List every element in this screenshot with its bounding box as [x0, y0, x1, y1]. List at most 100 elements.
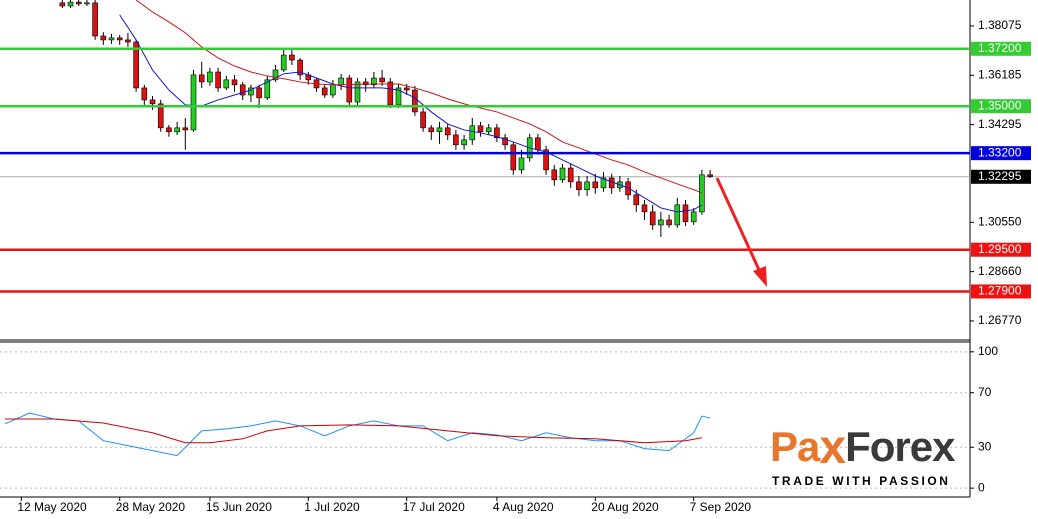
candle-body — [239, 84, 246, 96]
x-tick-label: 4 Aug 2020 — [493, 500, 554, 514]
candle-body — [403, 87, 410, 91]
logo: PaxForex TRADE WITH PASSION — [770, 421, 957, 489]
candle-body — [264, 79, 271, 99]
level-box — [971, 242, 1031, 257]
candle-body — [289, 54, 295, 61]
candle-body — [633, 194, 640, 206]
candle-body — [190, 74, 197, 131]
candle-body — [256, 87, 262, 99]
candle-body — [338, 77, 344, 86]
line — [135, 0, 703, 194]
candle-body — [658, 219, 664, 226]
y-tick-label: 1.38075 — [978, 18, 1022, 32]
line — [119, 14, 703, 213]
candle-body — [485, 127, 492, 133]
arrow — [715, 177, 767, 287]
candle-body — [100, 35, 107, 41]
candle-body — [215, 71, 221, 89]
candle-body — [420, 111, 426, 129]
candle-body — [141, 87, 148, 101]
candle-body — [690, 211, 697, 223]
candle-body — [444, 127, 451, 136]
candle-body — [272, 69, 279, 81]
candle-body — [248, 87, 254, 96]
candle-body — [133, 41, 139, 89]
candle-body — [198, 74, 205, 83]
candle-body — [510, 144, 517, 171]
level-box — [971, 99, 1031, 114]
candle-body — [166, 127, 172, 133]
y-tick-label: 100 — [978, 344, 998, 358]
logo-part: Forex — [845, 423, 956, 470]
candle-body — [346, 77, 353, 103]
candle-body — [84, 2, 90, 5]
last-price-box — [971, 169, 1031, 184]
candle-body — [362, 81, 369, 86]
candle-body — [330, 84, 336, 96]
x-tick-label: 7 Sep 2020 — [690, 500, 752, 514]
candle-body — [461, 139, 467, 146]
y-tick-label: 30 — [978, 439, 992, 453]
y-tick-label: 0 — [978, 480, 985, 494]
candle-body — [297, 59, 303, 76]
candle-body — [321, 87, 328, 96]
x-tick-label: 28 May 2020 — [116, 500, 186, 514]
logo-tagline: TRADE WITH PASSION — [772, 474, 951, 488]
candle-body — [116, 37, 123, 41]
candle-body — [125, 39, 131, 43]
y-tick-label: 1.34295 — [978, 117, 1022, 131]
level-box — [971, 146, 1031, 161]
arrow-head — [753, 266, 767, 287]
level-label: 1.37200 — [978, 41, 1022, 55]
candle-body — [453, 134, 459, 146]
x-tick-label: 20 Aug 2020 — [591, 500, 659, 514]
arrow-shaft — [715, 177, 762, 273]
x-tick-label: 17 Jul 2020 — [403, 500, 465, 514]
x-tick-label: 12 May 2020 — [17, 500, 87, 514]
candle-body — [469, 125, 476, 141]
candle-body — [682, 204, 689, 223]
candle-body — [559, 167, 566, 181]
candle-body — [354, 81, 361, 103]
candle-body — [182, 127, 189, 131]
level-label: 1.35000 — [978, 98, 1022, 112]
candle-body — [535, 137, 541, 151]
candle-body — [387, 81, 394, 106]
y-tick-label: 1.36185 — [978, 67, 1022, 81]
y-tick-label: 1.26770 — [978, 313, 1022, 327]
candle-body — [494, 127, 500, 139]
level-box — [971, 284, 1031, 299]
candle-body — [395, 87, 402, 106]
candle-body — [584, 181, 590, 191]
candle-body — [477, 125, 484, 133]
candle-body — [231, 79, 238, 86]
candle-body — [67, 1, 74, 7]
candle-body — [59, 2, 66, 7]
candle-body — [641, 204, 648, 213]
candle-body — [567, 167, 574, 183]
candle-body — [92, 2, 98, 37]
line — [4, 418, 702, 444]
x-tick-label: 15 Jun 2020 — [206, 500, 272, 514]
level-label: 1.27900 — [978, 284, 1022, 298]
candle-body — [600, 177, 607, 189]
candle-body — [502, 137, 508, 146]
candle-body — [207, 71, 213, 83]
candle-body — [280, 54, 287, 71]
y-tick-label: 1.30550 — [978, 214, 1022, 228]
candle-body — [371, 77, 377, 86]
candle-body — [576, 181, 582, 191]
candle-body — [518, 157, 525, 171]
last-price-label: 1.32295 — [978, 169, 1022, 183]
candle-body — [707, 174, 713, 177]
level-label: 1.33200 — [978, 145, 1022, 159]
logo-text: PaxForex — [770, 421, 956, 474]
candle-body — [699, 174, 705, 213]
candle-body — [379, 77, 385, 83]
candle-body — [223, 79, 230, 89]
level-label: 1.29500 — [978, 242, 1022, 256]
candle-body — [543, 149, 549, 171]
